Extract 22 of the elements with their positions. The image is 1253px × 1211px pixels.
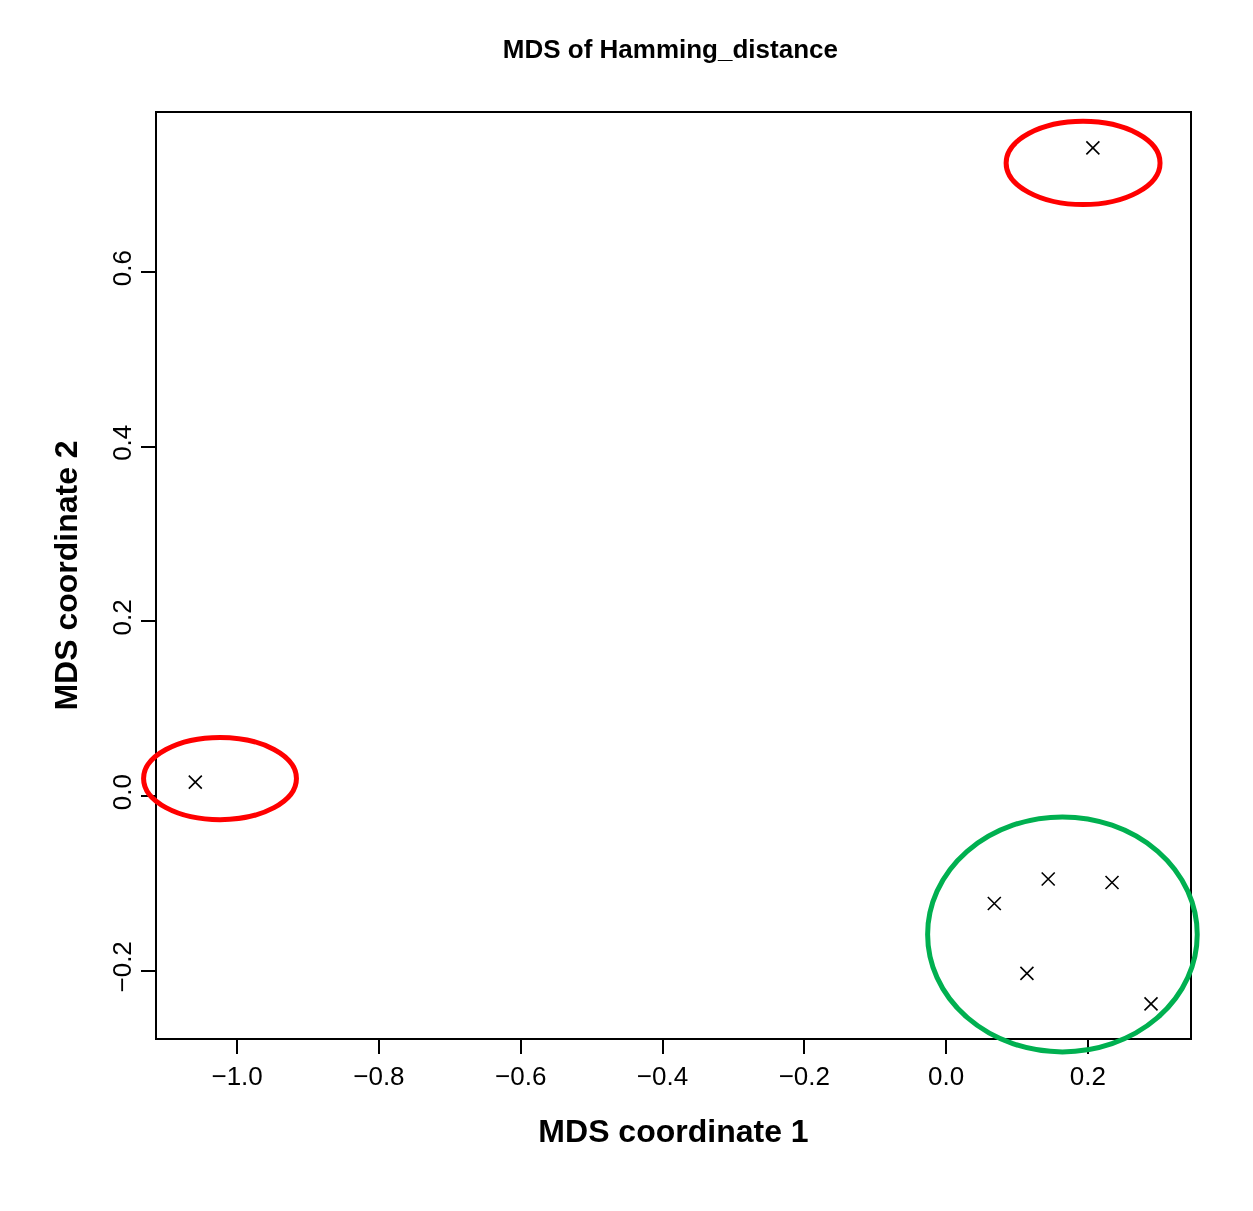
x-tick-label: −0.6 bbox=[495, 1060, 547, 1091]
y-tick-label: 0.4 bbox=[106, 424, 137, 461]
point bbox=[1143, 996, 1159, 1012]
x-tick-label: −0.8 bbox=[353, 1060, 405, 1091]
point bbox=[987, 896, 1002, 911]
x-tick-label: 0.2 bbox=[1069, 1060, 1106, 1091]
x-axis-title: MDS coordinate 1 bbox=[538, 1113, 809, 1150]
y-tick-label: −0.2 bbox=[106, 941, 137, 993]
y-tick-label: 0.2 bbox=[106, 599, 137, 636]
x-tick-label: −0.2 bbox=[778, 1060, 830, 1091]
chart-title: MDS of Hamming_distance bbox=[502, 34, 838, 65]
point bbox=[1019, 966, 1035, 981]
y-tick-label: 0.6 bbox=[106, 249, 137, 287]
point bbox=[1085, 140, 1101, 156]
point bbox=[187, 774, 203, 790]
x-tick-label: 0.0 bbox=[928, 1060, 965, 1091]
y-tick-label: 0.0 bbox=[106, 774, 137, 811]
point bbox=[1040, 871, 1056, 887]
y-axis-title: MDS coordinate 2 bbox=[47, 440, 84, 711]
point bbox=[1104, 875, 1120, 890]
x-tick-label: −1.0 bbox=[211, 1060, 263, 1091]
x-tick-label: −0.4 bbox=[636, 1060, 689, 1091]
